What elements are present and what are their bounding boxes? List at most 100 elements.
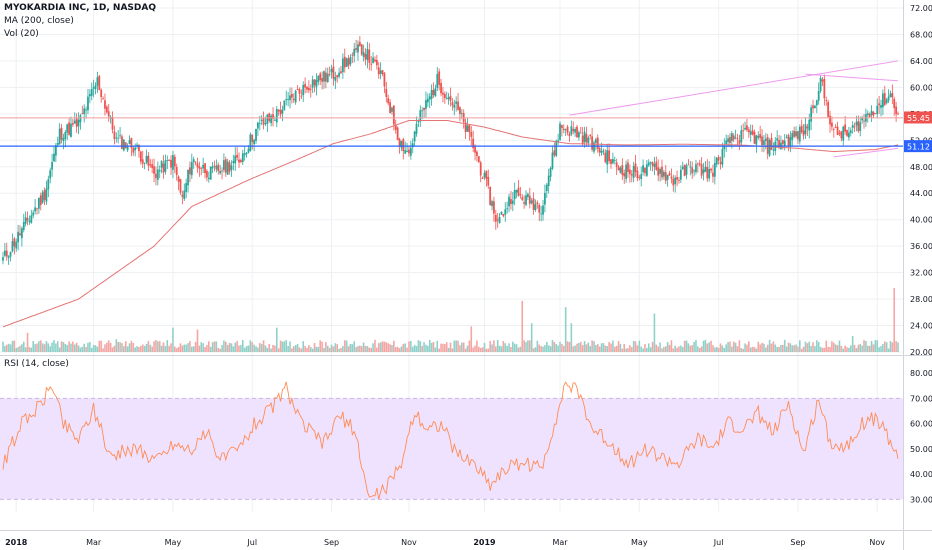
candle (836, 126, 839, 136)
candle (345, 58, 348, 67)
legend-vol[interactable]: Vol (20) (4, 29, 39, 39)
volume-bar (138, 347, 140, 352)
volume-bar (411, 346, 414, 352)
volume-bar (370, 347, 372, 352)
volume-bar (551, 339, 554, 352)
volume-bar (685, 340, 688, 352)
volume-bar (574, 345, 576, 352)
volume-bar (285, 339, 288, 352)
candle (621, 165, 624, 175)
candle (434, 88, 437, 97)
volume-bar (189, 341, 191, 352)
volume-bar (778, 346, 780, 352)
volume-bar (612, 340, 614, 352)
volume-bar (461, 342, 463, 352)
candle (808, 119, 811, 131)
candle (562, 128, 565, 131)
volume-bar (217, 347, 220, 352)
candle (602, 150, 605, 152)
volume-bar (281, 341, 284, 352)
candle (426, 98, 429, 103)
candle (88, 94, 91, 97)
candle (674, 177, 677, 185)
volume-bar (106, 342, 108, 352)
legend-ma[interactable]: MA (200, close) (4, 16, 74, 26)
volume-bar (359, 345, 361, 352)
volume-bar (72, 341, 74, 352)
candle (727, 138, 729, 142)
volume-bar (34, 344, 36, 352)
candle (704, 166, 707, 172)
volume-bar (508, 343, 510, 352)
volume-bar (349, 343, 352, 352)
volume-bar (60, 341, 63, 352)
candle (387, 98, 390, 104)
candle (336, 75, 339, 78)
volume-bar (704, 339, 707, 352)
volume-bar (143, 345, 146, 352)
candle (290, 93, 293, 98)
candle (107, 111, 110, 117)
volume-bar (746, 344, 748, 352)
candle (398, 138, 401, 147)
candle (160, 160, 163, 168)
volume-bar (145, 343, 148, 352)
volume-bar (493, 340, 495, 352)
volume-bar (868, 345, 871, 352)
candle (253, 139, 256, 145)
candle (547, 175, 550, 186)
candle (285, 99, 288, 101)
candle (861, 118, 864, 121)
volume-bar (32, 341, 35, 352)
candle (821, 79, 824, 82)
candle (749, 131, 752, 135)
candle (211, 166, 214, 169)
candle (306, 86, 308, 90)
candle (502, 214, 505, 217)
candle (240, 160, 242, 162)
volume-bar (253, 344, 255, 352)
candle (606, 150, 609, 165)
volume-bar (415, 346, 418, 352)
volume-bar (115, 339, 118, 352)
volume-bar (466, 345, 469, 352)
volume-bar (75, 342, 78, 352)
candle (385, 88, 388, 98)
candle (104, 100, 106, 109)
volume-bar (827, 346, 829, 352)
candle (744, 127, 746, 130)
candle (604, 152, 607, 162)
candle (430, 90, 433, 99)
candle (568, 133, 571, 137)
candle (423, 107, 425, 111)
volume-bar (374, 339, 376, 352)
candle (706, 166, 709, 179)
candle (223, 160, 225, 171)
volume-bar (619, 344, 622, 352)
volume-bar (340, 347, 342, 352)
rsi-tick-label: 50.00 (910, 445, 932, 454)
volume-bar (706, 343, 709, 352)
candle (521, 197, 524, 200)
volume-bar (191, 346, 193, 352)
volume-bar (547, 345, 550, 352)
volume-bar (629, 345, 631, 352)
volume-bar (430, 342, 433, 352)
volume-bar (147, 341, 150, 352)
volume-bar (672, 348, 675, 352)
volume-bar (617, 341, 620, 352)
candle (570, 126, 573, 135)
volume-bar (198, 345, 201, 352)
candle (328, 73, 331, 75)
candle (817, 91, 820, 101)
legend-rsi[interactable]: RSI (14, close) (4, 359, 69, 369)
candle (827, 101, 830, 117)
volume-bar (732, 341, 735, 352)
volume-bar (155, 340, 157, 352)
candle (357, 44, 359, 53)
volume-bar (423, 342, 425, 352)
volume-bar (102, 348, 104, 352)
volume-bar (708, 342, 710, 352)
volume-bar (289, 341, 291, 352)
